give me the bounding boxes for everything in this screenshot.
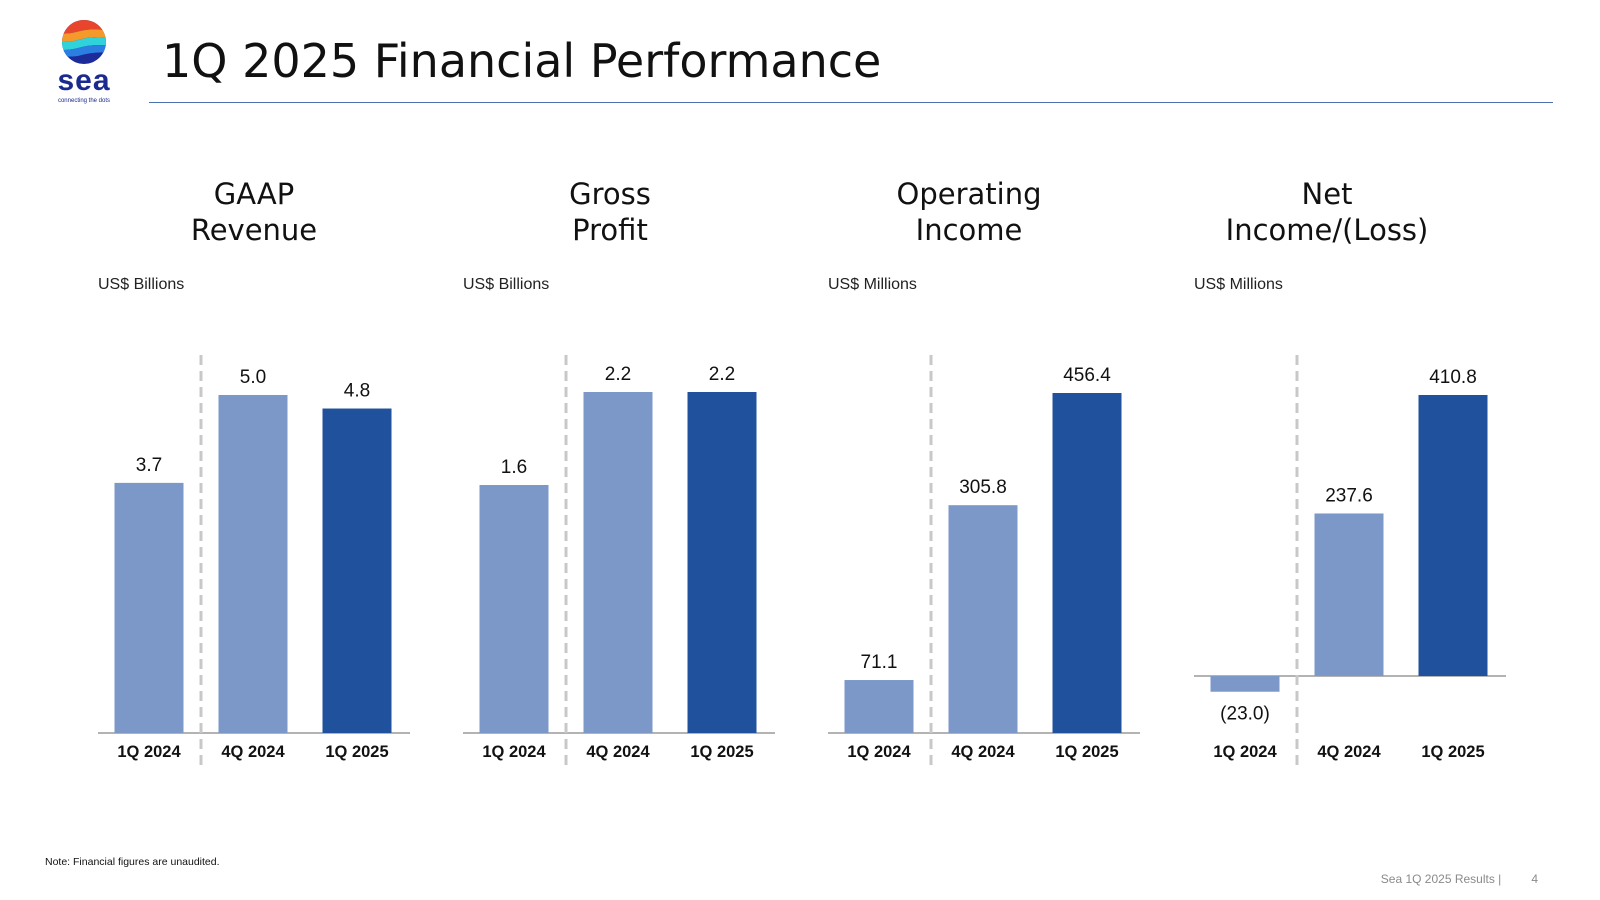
bar <box>218 395 288 733</box>
tick-label: 4Q 2024 <box>951 743 1015 761</box>
footnote: Note: Financial figures are unaudited. <box>45 856 220 868</box>
bar <box>844 680 914 733</box>
chart-title-gaap-revenue: GAAP Revenue <box>104 176 404 248</box>
data-label: 456.4 <box>1063 365 1111 386</box>
tick-label: 1Q 2025 <box>325 743 388 761</box>
data-label: 71.1 <box>861 652 898 673</box>
unit-label: US$ Billions <box>463 276 550 293</box>
data-label: 1.6 <box>501 457 527 478</box>
bar <box>948 505 1018 733</box>
data-label: 2.2 <box>605 364 631 385</box>
unit-label: US$ Millions <box>828 276 917 293</box>
bar <box>322 408 392 733</box>
tick-label: 1Q 2024 <box>117 743 181 761</box>
title-divider <box>149 102 1553 103</box>
unit-label: US$ Billions <box>98 276 185 293</box>
slide-footer: Sea 1Q 2025 Results | 4 <box>1381 872 1538 886</box>
bar <box>1052 393 1122 733</box>
unit-label: US$ Millions <box>1194 276 1283 293</box>
chart-title-line: Net <box>1301 177 1353 211</box>
chart-title-operating-income: Operating Income <box>819 176 1119 248</box>
footer-text: Sea 1Q 2025 Results | <box>1380 872 1502 886</box>
data-label: 2.2 <box>709 364 735 385</box>
chart-title-line: Revenue <box>190 213 318 247</box>
chart-title-line: GAAP <box>213 177 295 211</box>
page-title: 1Q 2025 Financial Performance <box>162 34 882 88</box>
bar <box>1210 676 1280 692</box>
tick-label: 1Q 2025 <box>1055 743 1118 761</box>
data-label: 5.0 <box>240 367 266 388</box>
chart-title-gross-profit: Gross Profit <box>460 176 760 248</box>
chart-title-line: Profit <box>572 213 648 247</box>
data-label: 410.8 <box>1429 367 1477 388</box>
sea-logo: sea connecting the dots <box>48 18 120 108</box>
data-label: 4.8 <box>344 381 370 402</box>
chart-title-line: Income <box>915 213 1023 247</box>
tick-label: 1Q 2024 <box>847 743 911 761</box>
data-label: (23.0) <box>1220 704 1270 725</box>
sea-logo-icon <box>62 20 106 64</box>
bar <box>479 485 549 733</box>
data-label: 3.7 <box>136 455 162 476</box>
chart-title-net-income: Net Income/(Loss) <box>1177 176 1477 248</box>
tick-label: 1Q 2025 <box>1421 743 1484 761</box>
page-number: 4 <box>1531 872 1538 886</box>
bar <box>114 482 184 733</box>
chart-title-line: Gross <box>569 177 651 211</box>
tick-label: 1Q 2025 <box>690 743 753 761</box>
tick-label: 4Q 2024 <box>221 743 285 761</box>
chart-title-line: Operating <box>896 177 1042 211</box>
bar <box>687 392 757 733</box>
logo-wordmark: sea <box>57 64 111 97</box>
bar <box>1314 513 1384 676</box>
chart-title-line: Income/(Loss) <box>1225 213 1429 247</box>
data-label: 237.6 <box>1325 485 1373 506</box>
tick-label: 1Q 2024 <box>482 743 546 761</box>
tick-label: 4Q 2024 <box>1317 743 1381 761</box>
bar <box>1418 395 1488 676</box>
data-label: 305.8 <box>959 477 1007 498</box>
tick-label: 1Q 2024 <box>1213 743 1277 761</box>
bar <box>583 392 653 733</box>
tick-label: 4Q 2024 <box>586 743 650 761</box>
logo-tagline: connecting the dots <box>57 98 111 104</box>
